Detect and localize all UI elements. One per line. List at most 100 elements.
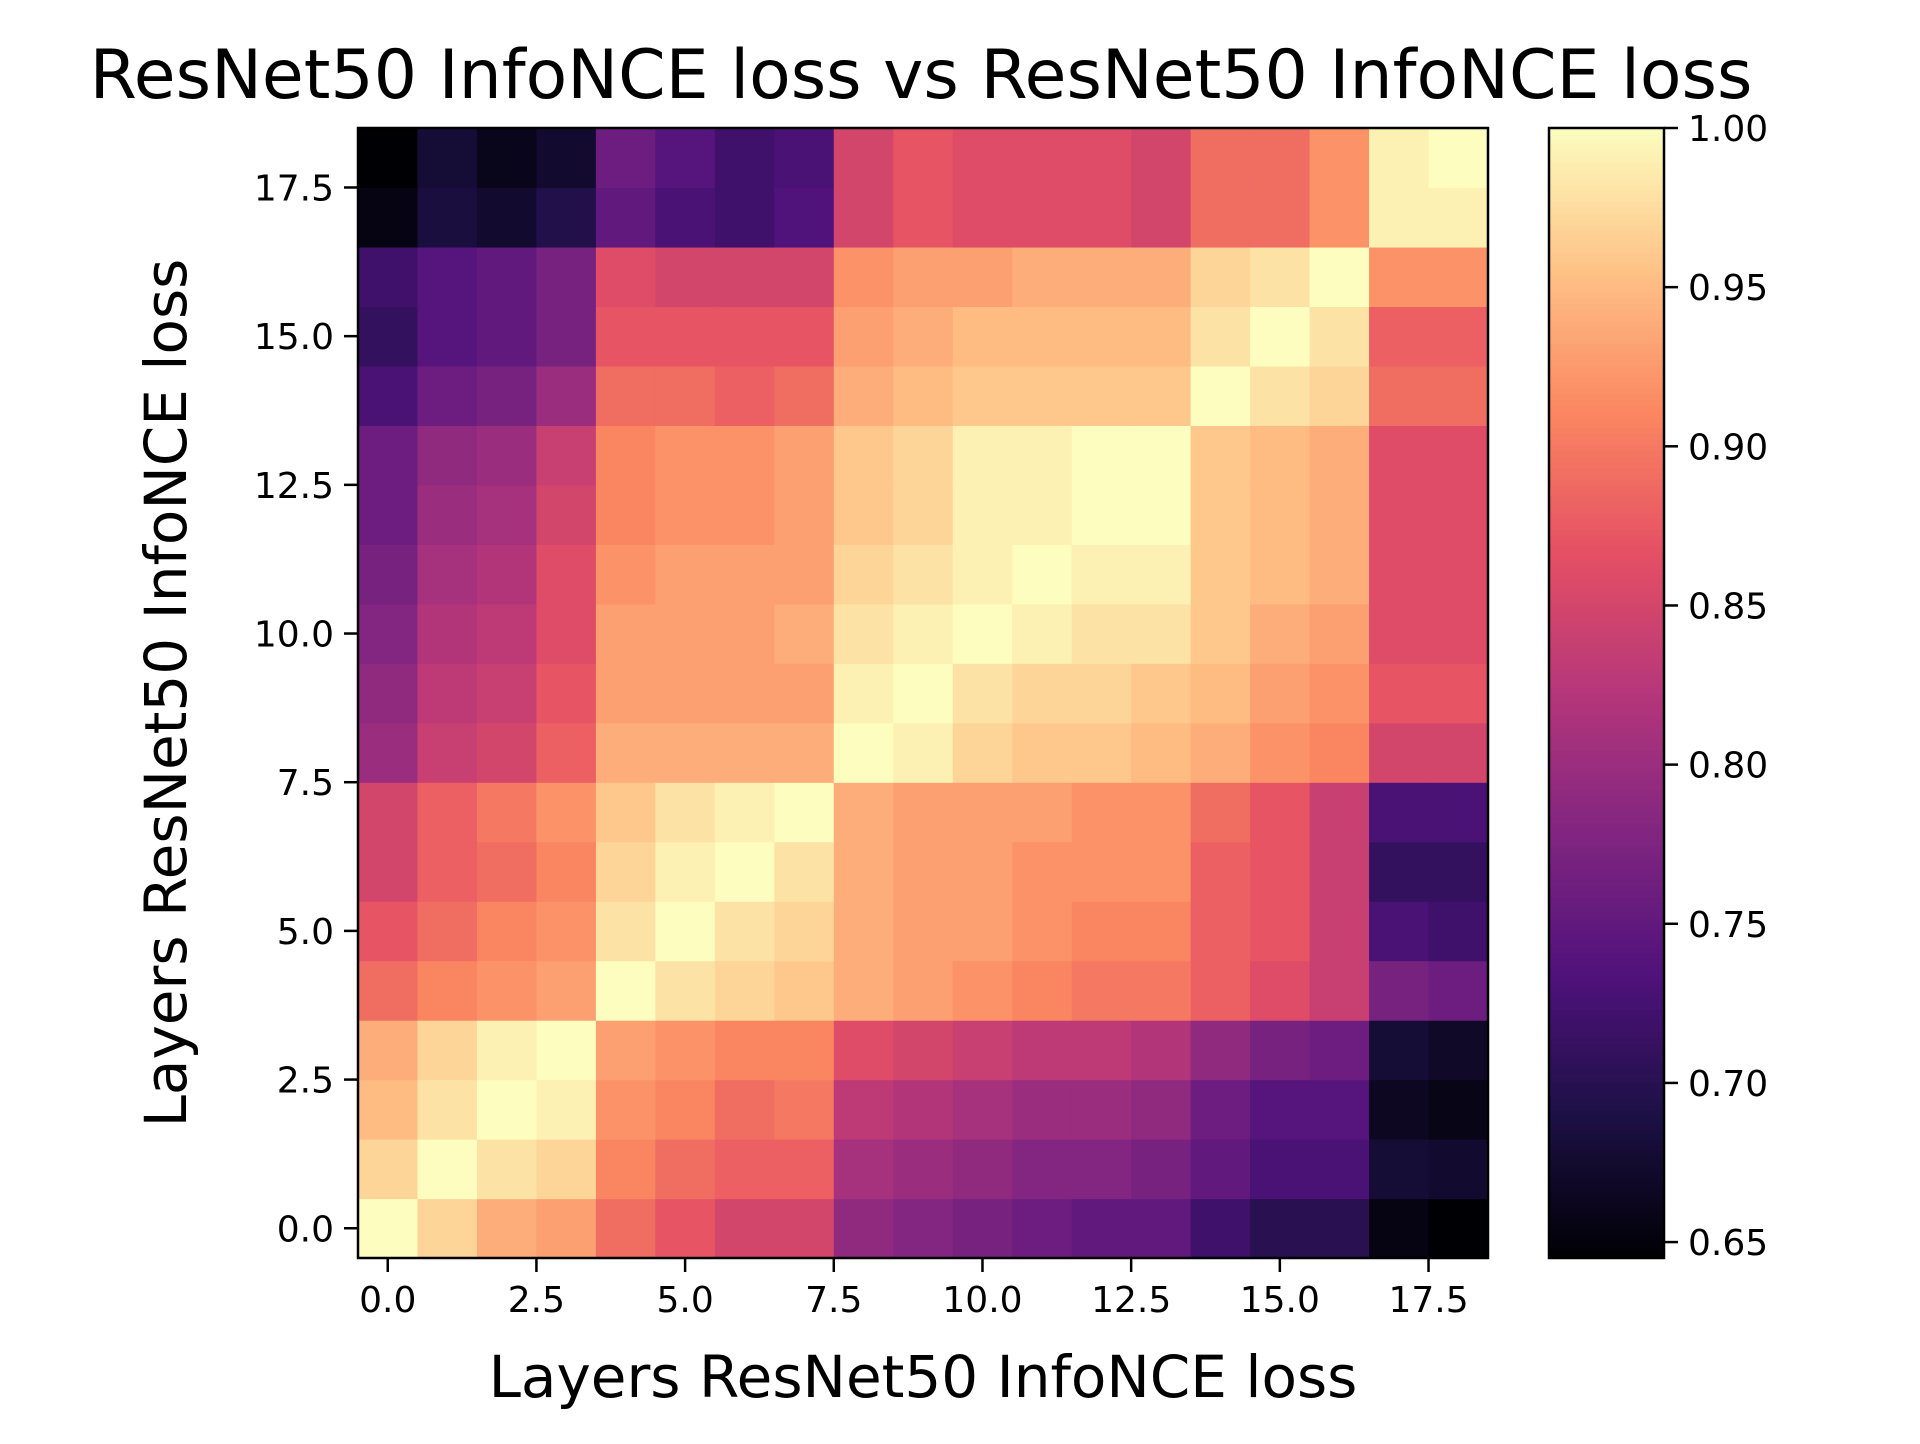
colorbar-tick-label: 0.85 — [1688, 586, 1768, 627]
colorbar-segment — [1549, 393, 1664, 400]
colorbar-segment — [1549, 1235, 1664, 1242]
colorbar-segment — [1549, 246, 1664, 254]
colorbar-segment — [1549, 269, 1664, 276]
colorbar-segment — [1549, 546, 1664, 553]
colorbar-segment — [1549, 964, 1664, 971]
colorbar-segment — [1549, 958, 1664, 965]
colorbar-segment — [1549, 201, 1664, 208]
colorbar-segment — [1549, 500, 1664, 508]
colorbar-segment — [1549, 591, 1664, 598]
heatmap-cell — [1190, 425, 1251, 486]
colorbar-segment — [1549, 512, 1664, 519]
colorbar-segment — [1549, 647, 1664, 655]
heatmap-cell — [595, 1079, 656, 1140]
y-tick-label: 7.5 — [277, 763, 334, 804]
heatmap-cell — [714, 1198, 775, 1259]
colorbar-segment — [1549, 986, 1664, 994]
heatmap-cell — [833, 722, 894, 783]
x-tick-label: 0.0 — [359, 1280, 416, 1321]
heatmap-cell — [1428, 782, 1489, 843]
heatmap-cell — [833, 187, 894, 248]
heatmap-cell — [655, 1198, 716, 1259]
heatmap-cell — [952, 1198, 1013, 1259]
heatmap-cell — [952, 544, 1013, 605]
heatmap-cell — [774, 841, 835, 902]
heatmap-cell — [358, 782, 419, 843]
colorbar-segment — [1549, 517, 1664, 525]
heatmap-cell — [1369, 1139, 1430, 1200]
colorbar-segment — [1549, 1071, 1664, 1078]
colorbar-segment — [1549, 924, 1664, 932]
heatmap-cell — [1012, 603, 1073, 664]
colorbar-segment — [1549, 1082, 1664, 1090]
colorbar-segment — [1549, 772, 1664, 779]
colorbar-segment — [1549, 1032, 1664, 1039]
heatmap-cell — [1071, 782, 1132, 843]
colorbar-segment — [1549, 291, 1664, 299]
heatmap-cell — [476, 782, 538, 843]
heatmap-cell — [595, 663, 656, 724]
heatmap-cell — [1428, 1079, 1489, 1140]
heatmap-cell — [1012, 128, 1073, 189]
colorbar-segment — [1549, 608, 1664, 615]
heatmap-cell — [1131, 425, 1192, 486]
heatmap-cell — [1012, 425, 1073, 486]
colorbar-segment — [1549, 365, 1664, 372]
heatmap-cell — [417, 603, 478, 664]
heatmap-cell — [358, 901, 419, 962]
heatmap-cell — [714, 187, 775, 248]
heatmap-cell — [1250, 603, 1311, 664]
heatmap-cell — [1071, 1198, 1132, 1259]
heatmap-cell — [774, 187, 835, 248]
colorbar-segment — [1549, 715, 1664, 723]
heatmap-cell — [893, 1198, 954, 1259]
colorbar-segment — [1549, 1077, 1664, 1084]
heatmap-cell — [774, 901, 835, 962]
heatmap-cell — [655, 663, 716, 724]
colorbar-segment — [1549, 308, 1664, 316]
colorbar-segment — [1549, 161, 1664, 169]
colorbar-segment — [1549, 749, 1664, 756]
heatmap-cell — [1250, 782, 1311, 843]
colorbar-segment — [1549, 777, 1664, 785]
heatmap-cell — [1250, 960, 1311, 1021]
heatmap-cell — [655, 841, 716, 902]
colorbar-segment — [1549, 839, 1664, 847]
colorbar-segment — [1549, 890, 1664, 898]
colorbar-frame — [1547, 126, 1666, 1260]
colorbar-segment — [1549, 461, 1664, 468]
heatmap-cell — [714, 722, 775, 783]
colorbar-segment — [1549, 178, 1664, 186]
colorbar-segment — [1549, 438, 1664, 446]
heatmap-cell — [893, 722, 954, 783]
heatmap-cell — [1428, 603, 1489, 664]
heatmap-cell — [536, 365, 597, 426]
heatmap-cell — [952, 425, 1013, 486]
heatmap-cell — [1369, 722, 1430, 783]
colorbar-segment — [1549, 190, 1664, 197]
heatmap-cell — [714, 544, 775, 605]
heatmap-cell — [952, 246, 1013, 308]
heatmap-cell — [417, 1198, 478, 1259]
heatmap-cell — [536, 246, 597, 308]
colorbar-segment — [1549, 698, 1664, 706]
heatmap-cell — [893, 782, 954, 843]
heatmap-cell — [714, 663, 775, 724]
y-tick-label: 12.5 — [254, 466, 334, 507]
colorbar-segment — [1549, 1015, 1664, 1022]
colorbar-segment — [1549, 404, 1664, 412]
colorbar-segment — [1549, 331, 1664, 338]
colorbar-segment — [1549, 399, 1664, 406]
colorbar-tick-label: 0.75 — [1688, 905, 1768, 946]
heatmap-cell — [833, 544, 894, 605]
colorbar-segment — [1549, 811, 1664, 819]
heatmap-cell — [655, 128, 716, 189]
heatmap-cell — [714, 603, 775, 664]
heatmap-cell — [1428, 663, 1489, 724]
colorbar-segment — [1549, 342, 1664, 350]
heatmap-cell — [714, 128, 775, 189]
heatmap-cell — [655, 960, 716, 1021]
colorbar-segment — [1549, 653, 1664, 660]
heatmap-cell — [1071, 187, 1132, 248]
